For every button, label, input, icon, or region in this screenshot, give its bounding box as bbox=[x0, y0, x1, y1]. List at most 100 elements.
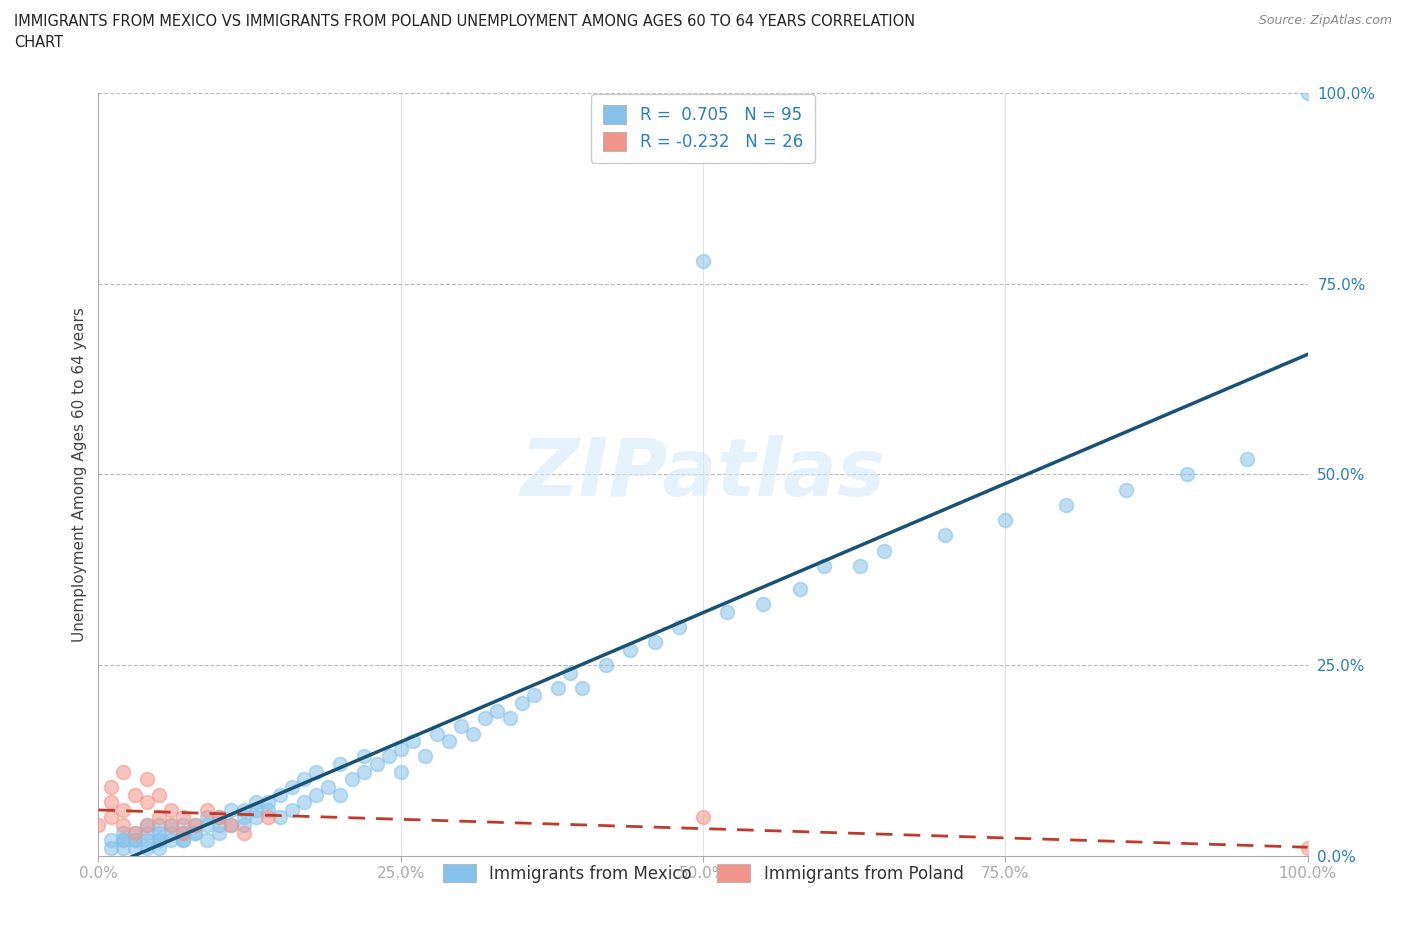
Point bbox=[184, 825, 207, 840]
Point bbox=[1236, 452, 1258, 467]
Point bbox=[111, 841, 134, 856]
Point bbox=[172, 825, 194, 840]
Point bbox=[135, 795, 157, 810]
Point bbox=[135, 772, 157, 787]
Point bbox=[281, 779, 304, 794]
Point bbox=[305, 787, 328, 802]
Legend: Immigrants from Mexico, Immigrants from Poland: Immigrants from Mexico, Immigrants from … bbox=[436, 857, 970, 889]
Point bbox=[232, 803, 254, 817]
Point bbox=[245, 803, 267, 817]
Point bbox=[934, 528, 956, 543]
Text: CHART: CHART bbox=[14, 35, 63, 50]
Point bbox=[124, 825, 146, 840]
Point bbox=[111, 817, 134, 832]
Point bbox=[100, 833, 122, 848]
Point bbox=[873, 543, 896, 558]
Point bbox=[256, 810, 278, 825]
Point bbox=[100, 841, 122, 856]
Point bbox=[100, 795, 122, 810]
Text: ZIPatlas: ZIPatlas bbox=[520, 435, 886, 513]
Point bbox=[160, 825, 183, 840]
Point bbox=[450, 719, 472, 734]
Y-axis label: Unemployment Among Ages 60 to 64 years: Unemployment Among Ages 60 to 64 years bbox=[72, 307, 87, 642]
Point bbox=[232, 825, 254, 840]
Point bbox=[342, 772, 364, 787]
Point bbox=[486, 703, 509, 718]
Point bbox=[148, 833, 170, 848]
Point bbox=[716, 604, 738, 619]
Point bbox=[124, 841, 146, 856]
Point bbox=[366, 757, 388, 772]
Point bbox=[148, 833, 170, 848]
Point bbox=[172, 817, 194, 832]
Point bbox=[184, 817, 207, 832]
Point bbox=[1054, 498, 1077, 512]
Point bbox=[644, 634, 666, 649]
Point bbox=[111, 833, 134, 848]
Point bbox=[100, 810, 122, 825]
Point bbox=[305, 764, 328, 779]
Point bbox=[547, 681, 569, 696]
Point bbox=[692, 810, 714, 825]
Point bbox=[87, 817, 110, 832]
Point bbox=[135, 833, 157, 848]
Point bbox=[208, 825, 231, 840]
Point bbox=[172, 833, 194, 848]
Point bbox=[160, 817, 183, 832]
Point bbox=[184, 817, 207, 832]
Point bbox=[498, 711, 520, 725]
Point bbox=[232, 810, 254, 825]
Point bbox=[571, 681, 593, 696]
Point bbox=[377, 749, 399, 764]
Point bbox=[316, 779, 339, 794]
Point bbox=[389, 741, 412, 756]
Point bbox=[160, 833, 183, 848]
Point bbox=[148, 810, 170, 825]
Point bbox=[1296, 841, 1319, 856]
Point bbox=[256, 795, 278, 810]
Point bbox=[269, 787, 291, 802]
Text: IMMIGRANTS FROM MEXICO VS IMMIGRANTS FROM POLAND UNEMPLOYMENT AMONG AGES 60 TO 6: IMMIGRANTS FROM MEXICO VS IMMIGRANTS FRO… bbox=[14, 14, 915, 29]
Point bbox=[1175, 467, 1198, 482]
Point bbox=[111, 833, 134, 848]
Point bbox=[208, 817, 231, 832]
Text: Source: ZipAtlas.com: Source: ZipAtlas.com bbox=[1258, 14, 1392, 27]
Point bbox=[135, 817, 157, 832]
Point bbox=[172, 833, 194, 848]
Point bbox=[195, 810, 218, 825]
Point bbox=[292, 795, 315, 810]
Point bbox=[510, 696, 533, 711]
Point bbox=[195, 817, 218, 832]
Point bbox=[329, 787, 352, 802]
Point bbox=[668, 619, 690, 634]
Point bbox=[232, 817, 254, 832]
Point bbox=[221, 817, 243, 832]
Point bbox=[558, 665, 581, 680]
Point bbox=[160, 803, 183, 817]
Point bbox=[245, 810, 267, 825]
Point bbox=[402, 734, 425, 749]
Point bbox=[184, 825, 207, 840]
Point bbox=[135, 825, 157, 840]
Point bbox=[463, 726, 485, 741]
Point bbox=[245, 795, 267, 810]
Point bbox=[148, 825, 170, 840]
Point bbox=[413, 749, 436, 764]
Point bbox=[523, 688, 546, 703]
Point bbox=[124, 833, 146, 848]
Point bbox=[353, 749, 375, 764]
Point bbox=[619, 643, 641, 658]
Point bbox=[994, 512, 1017, 527]
Point bbox=[595, 658, 617, 672]
Point bbox=[221, 803, 243, 817]
Point bbox=[426, 726, 449, 741]
Point bbox=[389, 764, 412, 779]
Point bbox=[221, 817, 243, 832]
Point bbox=[474, 711, 496, 725]
Point bbox=[148, 841, 170, 856]
Point bbox=[269, 810, 291, 825]
Point bbox=[1296, 86, 1319, 100]
Point bbox=[135, 817, 157, 832]
Point bbox=[160, 817, 183, 832]
Point bbox=[437, 734, 460, 749]
